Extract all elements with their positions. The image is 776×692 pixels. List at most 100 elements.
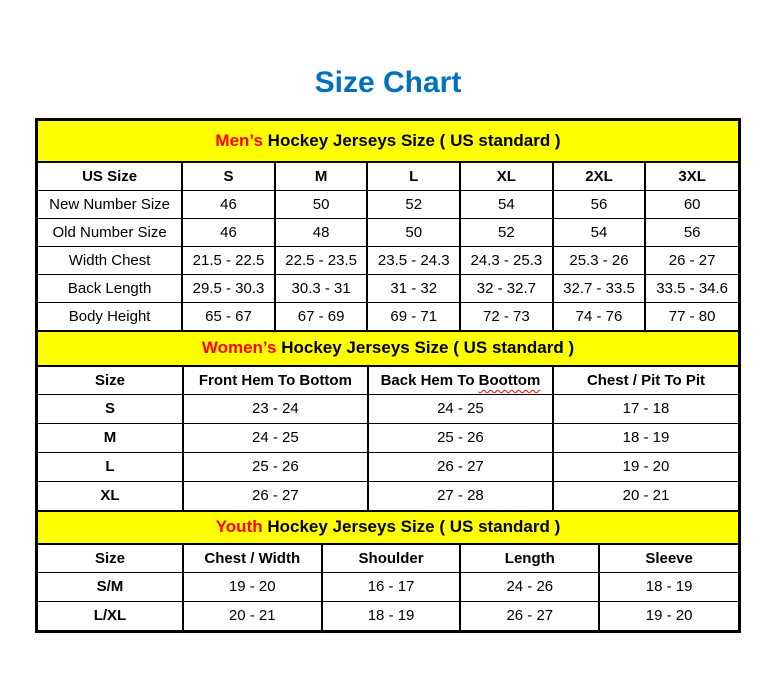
size-value-cell: 32 - 32.7 bbox=[459, 273, 554, 303]
size-value-cell: 18 - 19 bbox=[320, 600, 462, 630]
womens-header-row: Size Front Hem To Bottom Back Hem To Boott… bbox=[38, 365, 738, 395]
womens-section-heading-row: Women’s Hockey Jerseys Size ( US standar… bbox=[38, 330, 738, 367]
womens-section-heading: Women’s Hockey Jerseys Size ( US standar… bbox=[38, 330, 738, 367]
column-header: S bbox=[181, 161, 276, 191]
column-header: Length bbox=[459, 543, 601, 573]
size-value-cell: 19 - 20 bbox=[551, 451, 738, 482]
row-label: M bbox=[38, 422, 184, 453]
column-header: 2XL bbox=[551, 161, 647, 191]
row-label: Width Chest bbox=[38, 245, 184, 275]
size-value-cell: 25 - 26 bbox=[366, 422, 554, 453]
row-label: S bbox=[38, 393, 184, 424]
mens-row-width-chest: Width Chest 21.5 - 22.5 22.5 - 23.5 23.5 - … bbox=[38, 245, 738, 275]
size-value-cell: 19 - 20 bbox=[181, 571, 323, 602]
column-header: Shoulder bbox=[320, 543, 462, 573]
youth-header-row: Size Chest / Width Shoulder Length Sleeve bbox=[38, 543, 738, 573]
size-value-cell: 23.5 - 24.3 bbox=[366, 245, 462, 275]
size-value-cell: 46 bbox=[181, 189, 276, 219]
size-value-cell: 72 - 73 bbox=[459, 301, 554, 331]
size-value-cell: 54 bbox=[459, 189, 554, 219]
youth-section-heading: Youth Hockey Jerseys Size ( US standard … bbox=[38, 510, 738, 545]
size-value-cell: 20 - 21 bbox=[551, 480, 738, 511]
size-value-cell: 32.7 - 33.5 bbox=[551, 273, 647, 303]
column-header: Chest / Pit To Pit bbox=[551, 365, 738, 395]
size-value-cell: 25 - 26 bbox=[181, 451, 369, 482]
mens-section-heading-row: Men’s Hockey Jerseys Size ( US standard … bbox=[38, 121, 738, 163]
size-value-cell: 65 - 67 bbox=[181, 301, 276, 331]
section-heading-text: Hockey Jerseys Size ( US standard ) bbox=[276, 338, 575, 358]
column-header: M bbox=[273, 161, 369, 191]
size-value-cell: 17 - 18 bbox=[551, 393, 738, 424]
womens-table: Women’s Hockey Jerseys Size ( US standar… bbox=[38, 330, 738, 511]
section-heading-highlight: Women’s bbox=[201, 338, 277, 358]
womens-row-m: M 24 - 25 25 - 26 18 - 19 bbox=[38, 422, 738, 453]
row-label: L bbox=[38, 451, 184, 482]
youth-table: Youth Hockey Jerseys Size ( US standard … bbox=[38, 510, 738, 630]
size-value-cell: 30.3 - 31 bbox=[273, 273, 369, 303]
size-value-cell: 54 bbox=[551, 217, 647, 247]
column-header: US Size bbox=[38, 161, 184, 191]
mens-header-row: US Size S M L XL 2XL 3XL bbox=[38, 161, 738, 191]
womens-row-s: S 23 - 24 24 - 25 17 - 18 bbox=[38, 393, 738, 424]
size-value-cell: 74 - 76 bbox=[551, 301, 647, 331]
size-value-cell: 24 - 26 bbox=[459, 571, 601, 602]
size-value-cell: 31 - 32 bbox=[366, 273, 462, 303]
youth-row-l-xl: L/XL 20 - 21 18 - 19 26 - 27 19 - 20 bbox=[38, 600, 738, 630]
mens-row-body-height: Body Height 65 - 67 67 - 69 69 - 71 72 - 73 7… bbox=[38, 301, 738, 331]
size-value-cell: 52 bbox=[459, 217, 554, 247]
size-value-cell: 18 - 19 bbox=[598, 571, 738, 602]
size-value-cell: 27 - 28 bbox=[366, 480, 554, 511]
size-value-cell: 50 bbox=[273, 189, 369, 219]
size-value-cell: 19 - 20 bbox=[598, 600, 738, 630]
section-heading-text: Hockey Jerseys Size ( US standard ) bbox=[262, 131, 561, 150]
size-value-cell: 25.3 - 26 bbox=[551, 245, 647, 275]
size-value-cell: 52 bbox=[366, 189, 462, 219]
row-label: Old Number Size bbox=[38, 217, 184, 247]
womens-row-xl: XL 26 - 27 27 - 28 20 - 21 bbox=[38, 480, 738, 511]
size-value-cell: 21.5 - 22.5 bbox=[181, 245, 276, 275]
size-value-cell: 46 bbox=[181, 217, 276, 247]
size-value-cell: 69 - 71 bbox=[366, 301, 462, 331]
mens-row-back-length: Back Length 29.5 - 30.3 30.3 - 31 31 - 32 32… bbox=[38, 273, 738, 303]
column-header: L bbox=[366, 161, 462, 191]
column-header: Size bbox=[38, 543, 184, 573]
row-label: L/XL bbox=[38, 600, 184, 630]
page-title: Size Chart bbox=[314, 66, 462, 99]
size-value-cell: 26 - 27 bbox=[366, 451, 554, 482]
mens-section-heading: Men’s Hockey Jerseys Size ( US standard … bbox=[38, 121, 738, 163]
size-value-cell: 24 - 25 bbox=[366, 393, 554, 424]
row-label: Back Length bbox=[38, 273, 184, 303]
size-value-cell: 48 bbox=[273, 217, 369, 247]
column-header: 3XL bbox=[644, 161, 738, 191]
row-label: S/M bbox=[38, 571, 184, 602]
row-label: New Number Size bbox=[38, 189, 184, 219]
size-value-cell: 16 - 17 bbox=[320, 571, 462, 602]
row-label: XL bbox=[38, 480, 184, 511]
section-heading-text: Hockey Jerseys Size ( US standard ) bbox=[262, 517, 561, 537]
size-value-cell: 23 - 24 bbox=[181, 393, 369, 424]
size-value-cell: 67 - 69 bbox=[273, 301, 369, 331]
size-value-cell: 26 - 27 bbox=[644, 245, 738, 275]
youth-section-heading-row: Youth Hockey Jerseys Size ( US standard … bbox=[38, 510, 738, 545]
size-value-cell: 24 - 25 bbox=[181, 422, 369, 453]
size-value-cell: 77 - 80 bbox=[644, 301, 738, 331]
size-value-cell: 29.5 - 30.3 bbox=[181, 273, 276, 303]
section-heading-highlight: Youth bbox=[215, 517, 263, 537]
column-header: Front Hem To Bottom bbox=[181, 365, 369, 395]
size-value-cell: 22.5 - 23.5 bbox=[273, 245, 369, 275]
size-value-cell: 18 - 19 bbox=[551, 422, 738, 453]
size-chart-tables: Men’s Hockey Jerseys Size ( US standard … bbox=[35, 118, 741, 633]
column-header: Sleeve bbox=[598, 543, 738, 573]
mens-table: Men’s Hockey Jerseys Size ( US standard … bbox=[38, 121, 738, 331]
size-value-cell: 26 - 27 bbox=[181, 480, 369, 511]
size-value-cell: 50 bbox=[366, 217, 462, 247]
size-value-cell: 56 bbox=[644, 217, 738, 247]
size-value-cell: 24.3 - 25.3 bbox=[459, 245, 554, 275]
size-value-cell: 56 bbox=[551, 189, 647, 219]
misspelled-word: Boottom bbox=[478, 371, 541, 389]
column-header: Back Hem To Boottom bbox=[366, 365, 554, 395]
row-label: Body Height bbox=[38, 301, 184, 331]
column-header: Size bbox=[38, 365, 184, 395]
mens-row-new-number-size: New Number Size 46 50 52 54 56 60 bbox=[38, 189, 738, 219]
